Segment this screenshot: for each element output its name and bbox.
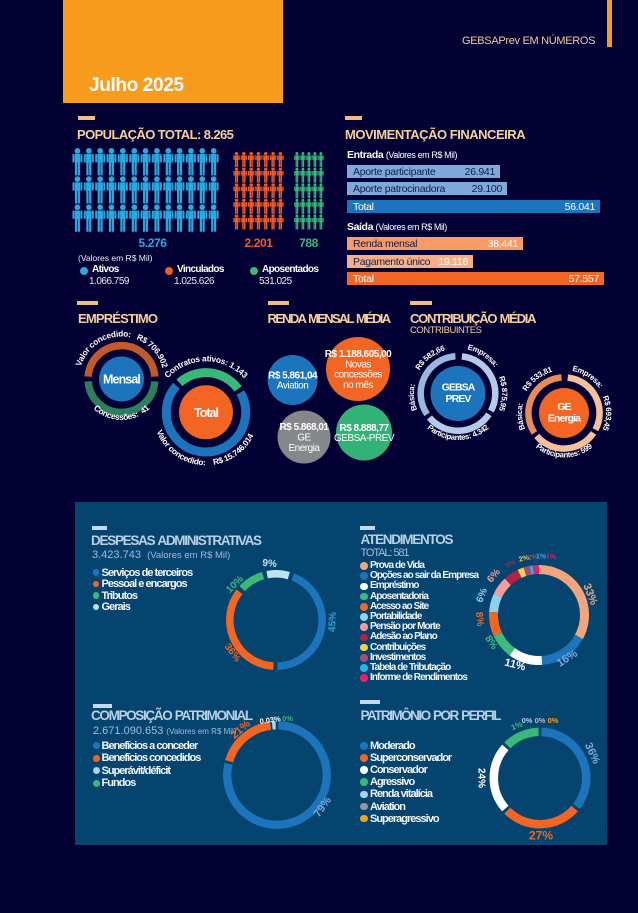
svg-text:1%: 1% [536, 554, 547, 561]
svg-text:9%: 9% [262, 558, 277, 570]
svg-text:0%: 0% [522, 716, 533, 725]
svg-text:2%: 2% [518, 554, 530, 564]
svg-text:0%: 0% [535, 716, 546, 725]
svg-text:Total: Total [194, 406, 218, 420]
svg-text:R$ 5.868,01: R$ 5.868,01 [280, 422, 330, 433]
svg-text:0%: 0% [548, 716, 559, 725]
svg-text:Energia: Energia [548, 413, 581, 425]
svg-text:PREV: PREV [446, 393, 472, 405]
svg-text:R$ 8.888,77: R$ 8.888,77 [340, 423, 390, 434]
svg-text:8%: 8% [473, 611, 485, 627]
svg-text:16%: 16% [555, 647, 580, 669]
svg-text:GE: GE [557, 401, 571, 413]
svg-text:Básica:: Básica: [515, 403, 527, 432]
svg-text:6%: 6% [485, 567, 503, 585]
svg-text:11%: 11% [503, 657, 527, 674]
svg-text:79%: 79% [312, 794, 335, 819]
svg-text:5%: 5% [505, 558, 518, 570]
svg-text:0%: 0% [282, 714, 293, 723]
svg-text:27%: 27% [529, 829, 553, 843]
svg-text:GEBSA-PREV: GEBSA-PREV [334, 433, 395, 444]
svg-text:R$ 875,95: R$ 875,95 [497, 375, 509, 413]
svg-text:R$ 693,45: R$ 693,45 [601, 394, 614, 432]
svg-text:Básica:: Básica: [407, 383, 419, 412]
svg-text:concessões: concessões [334, 370, 382, 381]
svg-text:10%: 10% [224, 574, 246, 596]
svg-text:Aviation: Aviation [277, 381, 308, 392]
svg-text:2%: 2% [527, 554, 539, 562]
svg-text:R$ 5.861,04: R$ 5.861,04 [268, 370, 318, 381]
svg-text:R$ 1.188.605,00: R$ 1.188.605,00 [325, 349, 392, 360]
svg-text:45%: 45% [327, 612, 339, 632]
svg-text:1%: 1% [545, 553, 557, 561]
svg-text:Mensal: Mensal [103, 373, 140, 387]
svg-text:Concessões: 41: Concessões: 41 [92, 402, 151, 422]
svg-text:6%: 6% [475, 587, 490, 604]
svg-text:GEBSA: GEBSA [442, 382, 476, 394]
svg-text:no mês: no mês [343, 380, 373, 391]
svg-text:24%: 24% [476, 768, 487, 788]
svg-text:0.03%: 0.03% [259, 714, 282, 726]
svg-text:Energia: Energia [289, 443, 321, 454]
svg-text:Novas: Novas [345, 359, 371, 370]
svg-text:GE: GE [297, 433, 311, 444]
svg-text:1%: 1% [510, 719, 524, 732]
